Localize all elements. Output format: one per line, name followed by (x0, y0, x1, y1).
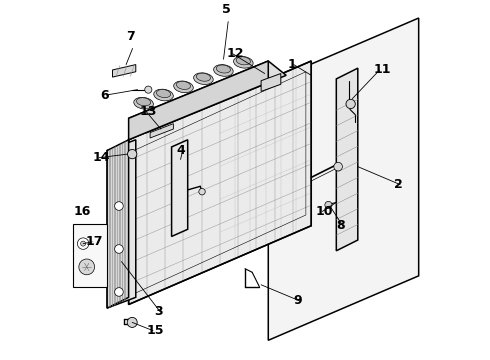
Circle shape (199, 189, 205, 195)
Text: 9: 9 (294, 294, 302, 307)
Polygon shape (336, 68, 358, 251)
Circle shape (79, 259, 95, 275)
Ellipse shape (137, 98, 151, 106)
Ellipse shape (156, 90, 171, 98)
Polygon shape (269, 18, 418, 340)
Text: 8: 8 (336, 219, 345, 232)
Text: 14: 14 (93, 151, 110, 164)
Polygon shape (128, 61, 286, 132)
Text: 1: 1 (287, 58, 296, 71)
Polygon shape (113, 64, 136, 77)
Text: 11: 11 (373, 63, 391, 76)
Circle shape (334, 162, 343, 171)
Ellipse shape (134, 97, 153, 109)
Polygon shape (150, 124, 173, 138)
Text: 12: 12 (226, 47, 244, 60)
Ellipse shape (196, 73, 211, 81)
Ellipse shape (236, 57, 250, 65)
Circle shape (145, 86, 152, 93)
Polygon shape (128, 61, 269, 140)
Text: 13: 13 (139, 105, 157, 118)
Circle shape (115, 245, 123, 253)
Polygon shape (107, 140, 128, 308)
Ellipse shape (194, 73, 213, 85)
Ellipse shape (216, 65, 230, 73)
Polygon shape (128, 61, 311, 305)
Polygon shape (107, 140, 136, 308)
Circle shape (325, 201, 332, 208)
Text: 2: 2 (393, 178, 402, 191)
Ellipse shape (234, 57, 253, 68)
Text: 3: 3 (154, 305, 162, 318)
Text: 15: 15 (147, 324, 164, 337)
Bar (73, 224, 107, 287)
Circle shape (127, 149, 137, 159)
Circle shape (127, 318, 137, 327)
Text: 6: 6 (100, 89, 109, 102)
Circle shape (115, 202, 123, 210)
Circle shape (81, 241, 86, 246)
Ellipse shape (173, 81, 193, 93)
Circle shape (115, 288, 123, 296)
Circle shape (77, 238, 89, 249)
Ellipse shape (214, 65, 233, 76)
Circle shape (346, 99, 355, 109)
Text: 17: 17 (86, 235, 103, 248)
Text: 7: 7 (126, 30, 135, 43)
Polygon shape (261, 73, 281, 91)
Ellipse shape (176, 81, 191, 89)
Text: 5: 5 (221, 3, 230, 16)
Ellipse shape (154, 89, 173, 101)
Polygon shape (172, 140, 188, 237)
Text: 4: 4 (176, 144, 185, 157)
Text: 10: 10 (316, 205, 333, 218)
Text: 16: 16 (74, 205, 91, 218)
